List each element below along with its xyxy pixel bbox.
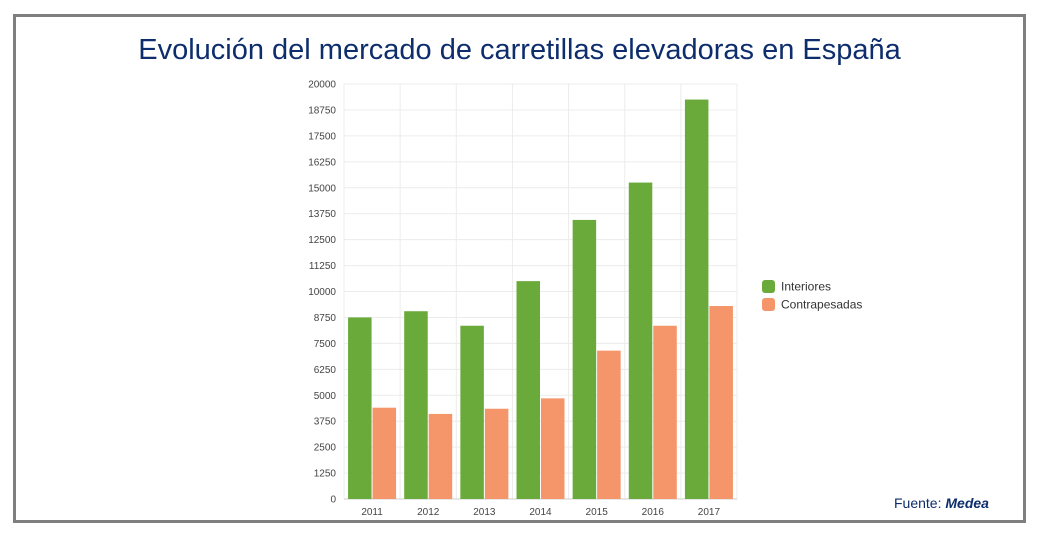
legend-label-interiores: Interiores <box>781 280 831 294</box>
y-tick-label: 6250 <box>314 365 337 376</box>
x-tick-label: 2015 <box>586 507 609 518</box>
y-tick-label: 12500 <box>308 235 336 246</box>
bar-interiores-2014 <box>516 281 540 499</box>
y-tick-label: 20000 <box>308 80 336 91</box>
source-org: Medea <box>945 495 989 511</box>
bar-contrapesadas-2016 <box>653 325 677 499</box>
y-tick-label: 18750 <box>308 105 336 116</box>
bar-contrapesadas-2015 <box>597 350 621 499</box>
y-tick-label: 2500 <box>314 443 337 454</box>
legend-label-contrapesadas: Contrapesadas <box>781 298 862 312</box>
x-tick-label: 2017 <box>698 507 721 518</box>
y-tick-label: 3750 <box>314 417 337 428</box>
chart-title: Evolución del mercado de carretillas ele… <box>138 34 901 66</box>
source-note: Fuente: Medea <box>894 495 989 511</box>
y-tick-label: 8750 <box>314 313 337 324</box>
y-tick-label: 0 <box>330 495 336 506</box>
bar-contrapesadas-2014 <box>541 398 565 499</box>
bar-interiores-2017 <box>684 99 709 499</box>
x-tick-label: 2014 <box>529 507 552 518</box>
y-tick-label: 1250 <box>314 469 337 480</box>
x-tick-label: 2011 <box>361 507 383 518</box>
legend-swatch-interiores <box>762 280 775 293</box>
y-tick-label: 17500 <box>308 131 336 142</box>
y-tick-label: 10000 <box>308 287 336 298</box>
bar-interiores-2013 <box>460 325 484 499</box>
y-tick-label: 11250 <box>309 261 337 272</box>
x-tick-label: 2016 <box>642 507 665 518</box>
bar-interiores-2011 <box>348 317 372 499</box>
y-tick-label: 15000 <box>308 183 336 194</box>
bar-contrapesadas-2012 <box>428 413 453 499</box>
y-tick-label: 5000 <box>314 391 337 402</box>
x-tick-label: 2013 <box>473 507 496 518</box>
source-prefix: Fuente: <box>894 495 942 511</box>
legend-swatch-contrapesadas <box>762 298 775 311</box>
y-tick-label: 7500 <box>314 339 337 350</box>
x-tick-label: 2012 <box>417 507 440 518</box>
bar-contrapesadas-2011 <box>372 407 397 499</box>
bar-contrapesadas-2013 <box>484 408 509 499</box>
y-tick-label: 13750 <box>308 209 336 220</box>
y-tick-label: 16250 <box>308 157 336 168</box>
bar-interiores-2016 <box>628 182 653 499</box>
bar-interiores-2012 <box>404 311 428 499</box>
bar-contrapesadas-2017 <box>709 306 733 499</box>
bar-interiores-2015 <box>572 219 597 499</box>
